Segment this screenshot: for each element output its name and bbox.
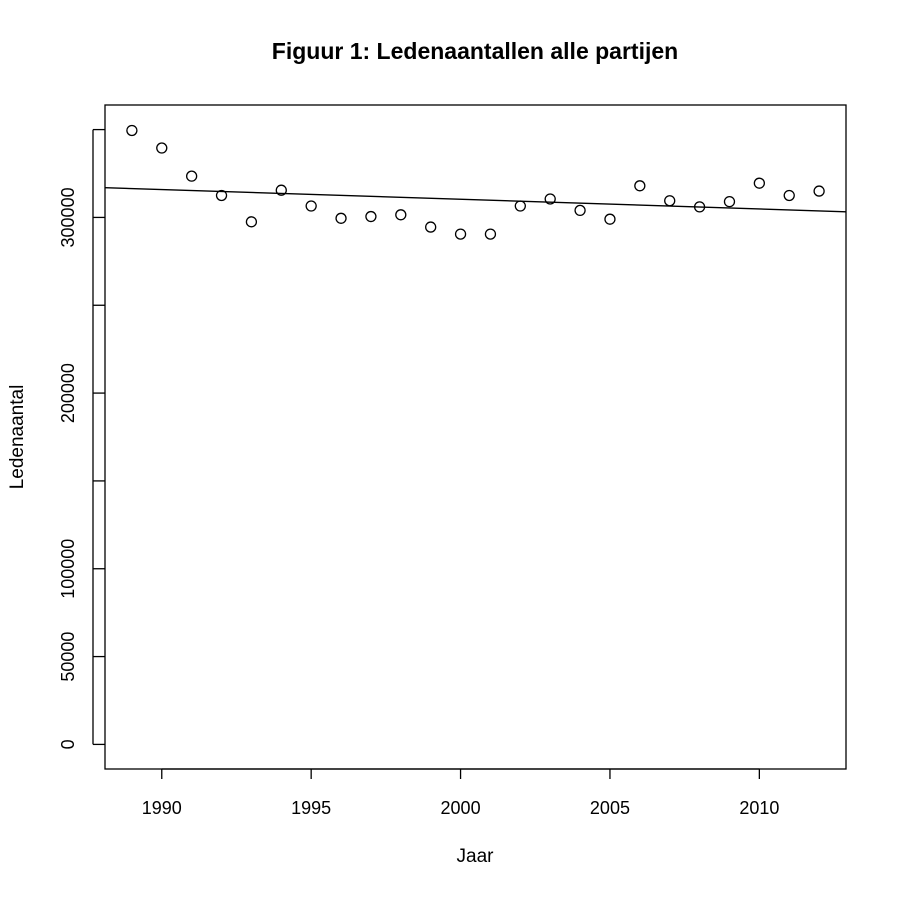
y-tick-label: 50000: [58, 632, 78, 682]
data-point: [783, 189, 795, 202]
x-axis: 1990 1995 2000 2005 2010: [142, 768, 779, 818]
plot-frame: [104, 104, 847, 770]
data-point: [514, 200, 526, 212]
y-tick-label: 200000: [58, 363, 78, 423]
y-tick-label: 0: [58, 739, 78, 749]
y-tick-label: 100000: [58, 539, 78, 599]
data-point: [693, 201, 706, 213]
x-axis-label: Jaar: [456, 846, 494, 867]
data-point: [335, 212, 347, 224]
data-point: [245, 216, 258, 228]
data-point: [813, 185, 825, 197]
data-point: [544, 193, 556, 205]
data-point: [484, 228, 497, 240]
data-point: [215, 189, 228, 202]
data-point: [185, 170, 198, 182]
data-point: [395, 209, 407, 221]
data-points: [126, 124, 825, 240]
trend-line: [104, 187, 847, 213]
data-point: [753, 177, 766, 189]
data-point: [664, 195, 676, 207]
y-tick-label: 300000: [58, 187, 78, 247]
data-point: [574, 204, 586, 217]
data-point: [604, 213, 616, 225]
trend-line-group: [104, 187, 847, 213]
data-point: [634, 180, 646, 192]
x-tick-label: 2010: [739, 798, 779, 818]
data-point: [454, 228, 467, 240]
x-tick-label: 2000: [441, 798, 481, 818]
x-tick-label: 1990: [142, 798, 182, 818]
data-point: [126, 124, 138, 137]
data-point: [275, 184, 287, 196]
data-point: [156, 142, 168, 154]
data-point: [305, 200, 317, 212]
chart-title: Figuur 1: Ledenaantallen alle partijen: [271, 38, 679, 64]
data-point: [425, 221, 437, 233]
y-axis: 0 50000 100000 200000 300000: [58, 128, 105, 749]
x-tick-label: 1995: [291, 798, 331, 818]
data-point: [723, 195, 736, 208]
data-point: [365, 210, 377, 223]
x-tick-label: 2005: [590, 798, 630, 818]
